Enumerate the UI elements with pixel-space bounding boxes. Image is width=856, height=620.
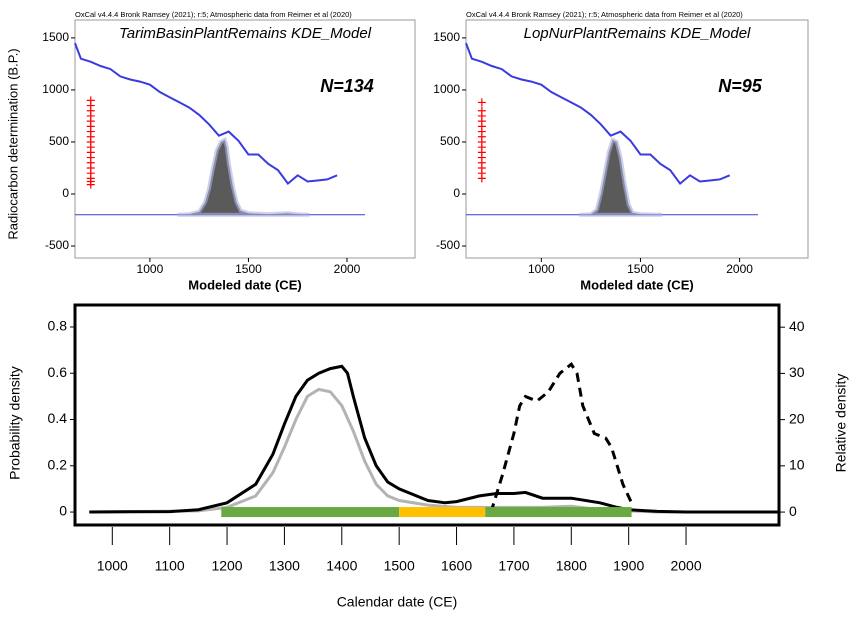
y-tick-label: 500 xyxy=(49,134,69,148)
header: OxCal v4.4.4 Bronk Ramsey (2021); r:5; A… xyxy=(466,10,743,19)
series-line xyxy=(89,387,778,514)
measurement xyxy=(477,98,486,107)
period-bar xyxy=(485,507,632,518)
x-tick-label: 1300 xyxy=(269,558,300,574)
y-tick-label: 0 xyxy=(453,186,460,200)
measurement xyxy=(86,96,95,105)
series-line xyxy=(89,364,778,514)
plot-frame xyxy=(74,19,416,259)
y-tick-label: 0.2 xyxy=(48,456,68,472)
y-tick-label: 1500 xyxy=(42,30,69,44)
plot-frame xyxy=(465,19,809,259)
x-tick-label: 1500 xyxy=(627,262,654,276)
x-tick-label: 2000 xyxy=(334,262,361,276)
y-tick-label: 1500 xyxy=(433,30,460,44)
y-axis-label: Radiocarbon determination (B.P.) xyxy=(5,48,20,239)
y-tick-label: -500 xyxy=(45,238,69,252)
y2-tick-label: 30 xyxy=(789,364,805,380)
period-bar xyxy=(221,507,400,518)
calibration-curve xyxy=(465,42,731,186)
calibration-curve xyxy=(74,42,338,186)
x-tick-label: 1700 xyxy=(498,558,529,574)
x-tick-label: 1100 xyxy=(155,558,185,574)
annotation: N=134 xyxy=(320,76,374,96)
series-line xyxy=(489,361,633,513)
period-bar xyxy=(399,507,486,518)
x-axis-label: Modeled date (CE) xyxy=(188,277,301,292)
y2-axis-label: Relative density xyxy=(833,374,849,473)
y2-tick-label: 0 xyxy=(789,503,797,519)
y2-tick-label: 20 xyxy=(789,410,805,426)
x-tick-label: 1000 xyxy=(528,262,555,276)
plot-title: LopNurPlantRemains KDE_Model xyxy=(524,25,751,42)
header: OxCal v4.4.4 Bronk Ramsey (2021); r:5; A… xyxy=(75,10,352,19)
y-tick-label: 0.6 xyxy=(48,364,68,380)
x-tick-label: 1900 xyxy=(613,558,644,574)
plot-title: TarimBasinPlantRemains KDE_Model xyxy=(119,25,372,42)
y-tick-label: 500 xyxy=(440,134,460,148)
x-tick-label: 1400 xyxy=(326,558,357,574)
x-tick-label: 2000 xyxy=(670,558,701,574)
x-axis-label: Modeled date (CE) xyxy=(580,277,693,292)
x-tick-label: 1000 xyxy=(97,558,128,574)
y2-tick-label: 10 xyxy=(789,457,805,473)
y-axis-label: Probability density xyxy=(7,366,23,480)
y-tick-label: 0 xyxy=(62,186,69,200)
y-tick-label: 1000 xyxy=(42,82,69,96)
density-area xyxy=(177,136,310,217)
measurement xyxy=(477,106,486,115)
plot-frame xyxy=(73,303,781,527)
x-tick-label: 1500 xyxy=(235,262,262,276)
y-tick-label: 0.8 xyxy=(48,318,68,334)
x-tick-label: 1800 xyxy=(556,558,587,574)
y-tick-label: 0 xyxy=(59,503,67,519)
x-tick-label: 2000 xyxy=(726,262,753,276)
x-tick-label: 1500 xyxy=(384,558,415,574)
density-area xyxy=(579,137,663,217)
x-axis-label: Calendar date (CE) xyxy=(337,594,458,610)
x-tick-label: 1600 xyxy=(441,558,472,574)
y-tick-label: -500 xyxy=(436,238,460,252)
x-tick-label: 1000 xyxy=(137,262,164,276)
y-tick-label: 0.4 xyxy=(48,410,68,426)
y2-tick-label: 40 xyxy=(789,318,805,334)
annotation: N=95 xyxy=(718,76,763,96)
x-tick-label: 1200 xyxy=(211,558,242,574)
y-tick-label: 1000 xyxy=(433,82,460,96)
